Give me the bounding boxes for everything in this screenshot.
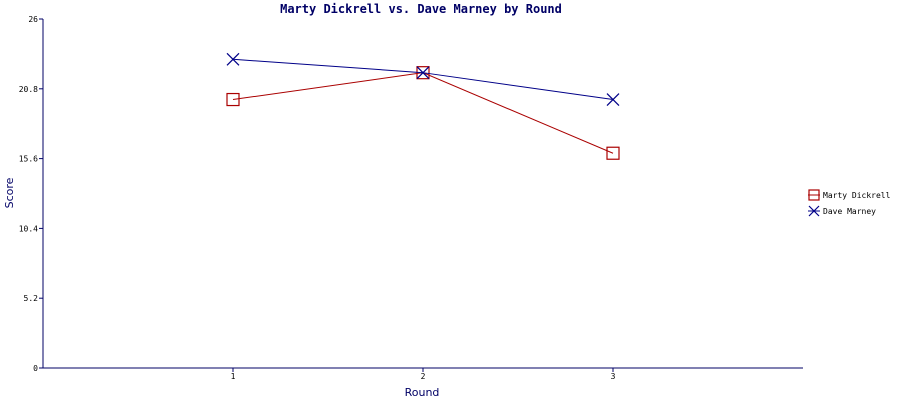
x-axis-label: Round: [405, 386, 440, 399]
data-point: [226, 92, 240, 107]
x-axis: 1 2 3: [43, 367, 803, 381]
y-axis: 0 5.2 10.4 15.6 20.8 26: [19, 15, 44, 373]
series-line: [232, 58, 614, 101]
data-point: [606, 146, 620, 160]
legend-marker: [808, 205, 820, 217]
legend: Marty Dickrell Dave Marney: [808, 189, 891, 217]
y-tick-label: 15.6: [19, 155, 38, 164]
legend-marker: [808, 189, 820, 201]
data-point: [416, 66, 430, 80]
legend-label: Marty Dickrell: [823, 191, 891, 200]
x-tick-label: 3: [611, 372, 616, 381]
series-layer: [226, 52, 620, 160]
y-axis-label: Score: [3, 177, 16, 208]
series-line: [232, 72, 614, 154]
chart-title: Marty Dickrell vs. Dave Marney by Round: [280, 2, 562, 16]
series-marty-dickrell: [226, 66, 620, 160]
y-tick-label: 0: [33, 364, 38, 373]
y-tick-label: 5.2: [24, 294, 39, 303]
x-tick-label: 1: [231, 372, 236, 381]
series-dave-marney: [226, 52, 620, 106]
legend-item: Dave Marney: [808, 205, 876, 217]
legend-label: Dave Marney: [823, 207, 876, 216]
legend-item: Marty Dickrell: [808, 189, 891, 201]
data-point: [606, 93, 620, 106]
data-point: [226, 52, 240, 66]
y-tick-label: 10.4: [19, 224, 38, 233]
x-tick-label: 2: [421, 372, 426, 381]
y-tick-label: 20.8: [19, 85, 38, 94]
y-tick-label: 26: [28, 15, 38, 24]
